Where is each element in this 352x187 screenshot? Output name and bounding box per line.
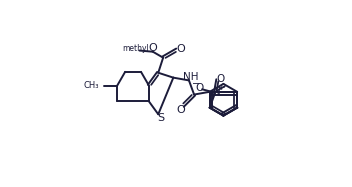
Text: O: O bbox=[196, 83, 204, 93]
Text: −: − bbox=[192, 79, 200, 89]
Text: NH: NH bbox=[183, 72, 199, 82]
Text: O: O bbox=[177, 105, 185, 115]
Text: CH₃: CH₃ bbox=[83, 81, 99, 90]
Text: N: N bbox=[213, 87, 221, 97]
Text: O: O bbox=[176, 44, 185, 54]
Text: S: S bbox=[157, 113, 164, 123]
Text: +: + bbox=[217, 83, 225, 92]
Text: O: O bbox=[148, 43, 157, 53]
Text: methyl: methyl bbox=[122, 44, 149, 53]
Text: O: O bbox=[217, 73, 225, 84]
